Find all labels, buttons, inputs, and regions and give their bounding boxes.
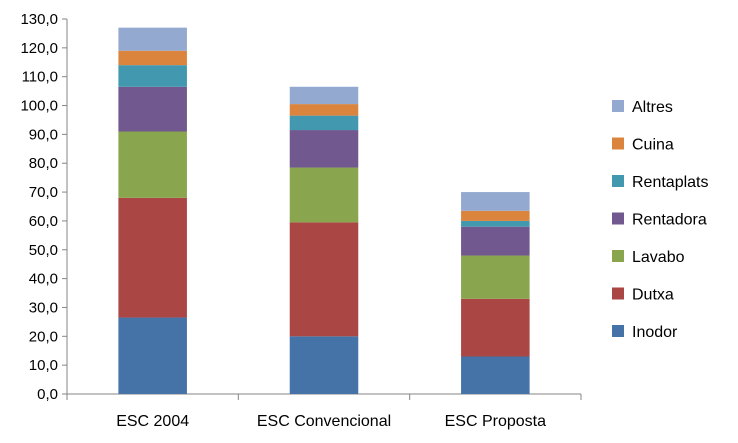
legend-swatch-rentadora: [612, 212, 624, 225]
bar-segment-altres: [289, 86, 359, 105]
bar-segment-rentadora: [118, 86, 187, 132]
y-tick-label: 10,0: [29, 357, 58, 374]
bar-segment-rentadora: [289, 130, 359, 168]
bar-segment-cuina: [461, 210, 530, 221]
bar-segment-rentaplats: [289, 115, 359, 131]
bar-segment-dutxa: [118, 197, 187, 318]
legend-label-altres: Altres: [632, 99, 673, 116]
bar-segment-altres: [118, 27, 187, 51]
bar-segment-inodor: [461, 356, 530, 394]
bar-segment-lavabo: [289, 167, 359, 223]
bar-segment-dutxa: [289, 222, 359, 337]
bar-segment-rentadora: [461, 226, 530, 256]
bar-segment-cuina: [289, 104, 359, 116]
legend-swatch-rentaplats: [612, 175, 624, 187]
bar-segment-inodor: [118, 317, 187, 394]
legend-label-rentaplats: Rentaplats: [632, 174, 709, 191]
y-axis: 0,0 10,0 20,0 30,0 40,0 50,0 60,0 70,0 80,0 90,0 1…: [20, 11, 68, 403]
legend-swatch-altres: [612, 100, 624, 112]
legend: Altres Cuina Rentaplats Rentadora Lavabo Dutx…: [612, 99, 709, 341]
legend-label-lavabo: Lavabo: [632, 249, 685, 266]
y-tick-label: 80,0: [29, 155, 58, 172]
y-tick-label: 110,0: [22, 69, 58, 86]
y-tick-label: 90,0: [29, 126, 58, 143]
legend-swatch-inodor: [612, 325, 624, 337]
x-category-label: ESC 2004: [116, 413, 189, 430]
y-tick-label: 20,0: [29, 328, 58, 345]
x-axis: ESC 2004 ESC Convencional ESC Proposta: [66, 393, 582, 430]
y-tick-label: 40,0: [29, 271, 58, 288]
x-category-label: ESC Proposta: [445, 413, 546, 430]
bar-segment-rentaplats: [461, 220, 530, 227]
legend-swatch-lavabo: [612, 250, 624, 262]
y-tick-label: 70,0: [29, 184, 58, 201]
bar-segment-altres: [461, 192, 530, 211]
bars: [118, 27, 530, 394]
y-tick-label: 60,0: [29, 213, 58, 230]
y-tick-label: 130,0: [20, 11, 58, 28]
bar-segment-cuina: [118, 50, 187, 66]
legend-swatch-dutxa: [612, 287, 624, 300]
y-tick-label: 100,0: [20, 98, 58, 115]
y-tick-label: 120,0: [20, 40, 58, 57]
legend-label-cuina: Cuina: [632, 137, 674, 154]
legend-label-rentadora: Rentadora: [632, 212, 707, 229]
bar-segment-lavabo: [118, 131, 187, 198]
bar-segment-dutxa: [461, 298, 530, 357]
y-tick-label: 50,0: [29, 242, 58, 259]
x-category-label: ESC Convencional: [257, 413, 391, 430]
legend-swatch-cuina: [612, 137, 624, 150]
bar-segment-inodor: [289, 336, 359, 394]
y-tick-label: 30,0: [29, 299, 58, 316]
legend-label-dutxa: Dutxa: [632, 287, 674, 304]
bar-segment-rentaplats: [118, 65, 187, 87]
bar-segment-lavabo: [461, 255, 530, 299]
y-tick-label: 0,0: [37, 386, 58, 403]
legend-label-inodor: Inodor: [632, 324, 678, 341]
